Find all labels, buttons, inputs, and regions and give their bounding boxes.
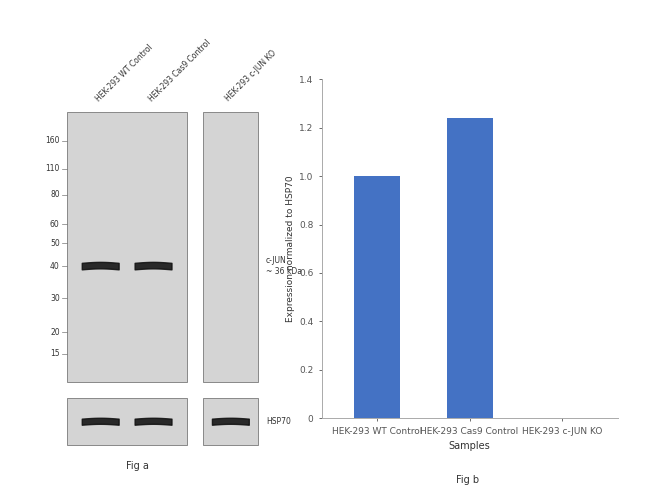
Bar (66, 398, 187, 445)
Bar (354, 176, 400, 418)
Text: 15: 15 (50, 349, 60, 358)
Text: HEK-293 Cas9 Control: HEK-293 Cas9 Control (147, 38, 212, 103)
Text: 20: 20 (50, 328, 60, 337)
Text: Fig b: Fig b (456, 475, 480, 485)
Text: 80: 80 (50, 190, 60, 199)
Text: 40: 40 (50, 261, 60, 271)
Text: 30: 30 (50, 294, 60, 303)
Bar (203, 398, 257, 445)
Text: 110: 110 (46, 164, 60, 173)
Text: 50: 50 (50, 239, 60, 248)
Bar (66, 112, 187, 382)
Y-axis label: Expression normalized to HSP70: Expression normalized to HSP70 (286, 175, 295, 322)
Text: HSP70: HSP70 (266, 417, 291, 426)
Text: 160: 160 (46, 136, 60, 145)
Text: 60: 60 (50, 220, 60, 229)
Text: c-JUN
~ 36 kDa: c-JUN ~ 36 kDa (266, 256, 302, 277)
Text: HEK-293 WT Control: HEK-293 WT Control (94, 43, 155, 103)
Text: Fig a: Fig a (126, 460, 149, 471)
Bar (447, 118, 493, 418)
X-axis label: Samples: Samples (448, 441, 491, 451)
Bar (203, 112, 257, 382)
Text: HEK-293 c-JUN KO: HEK-293 c-JUN KO (224, 49, 278, 103)
